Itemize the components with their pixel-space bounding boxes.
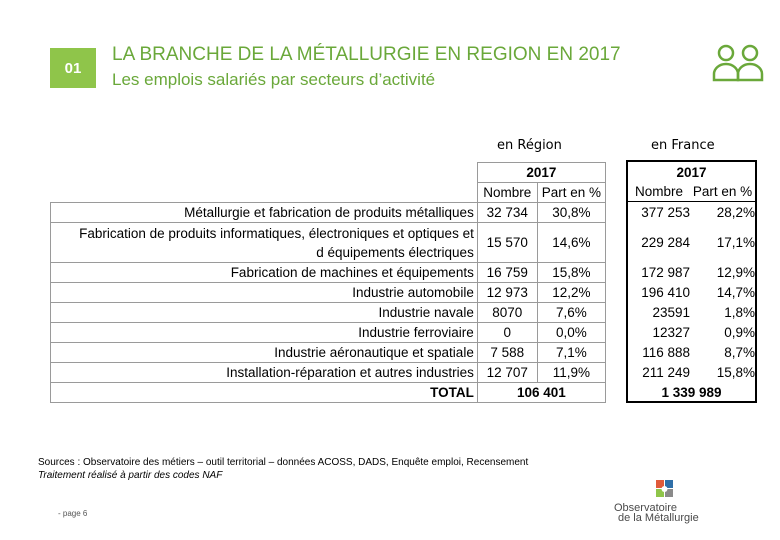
treatment-line: Traitement réalisé à partir des codes NA… (38, 470, 223, 481)
region-share: 12,2% (536, 282, 607, 303)
region-year: 2017 (476, 162, 607, 183)
france-col-share: Part en % (692, 184, 753, 199)
france-count: 377 253 (641, 204, 690, 220)
france-header-row: Nombre Part en % (628, 182, 755, 202)
region-column-label: en Région (497, 138, 562, 153)
page-title: LA BRANCHE DE LA MÉTALLURGIE EN REGION E… (112, 44, 621, 65)
observatoire-logo (656, 480, 673, 497)
france-share: 1,8% (724, 304, 755, 320)
table-row: Industrie navale 8070 7,6% (50, 302, 607, 323)
logo-line1: Observatoire (614, 502, 677, 514)
region-share: 7,1% (536, 342, 607, 363)
section-number-badge: 01 (50, 48, 96, 88)
logo-line2: de la Métallurgie (618, 512, 699, 524)
france-year: 2017 (676, 164, 707, 180)
sector-label: Métallurgie et fabrication de produits m… (50, 202, 478, 223)
region-share: 15,8% (536, 262, 607, 283)
table-row: 23591 1,8% (628, 302, 755, 322)
table-row: 196 410 14,7% (628, 282, 755, 302)
france-column-label: en France (651, 138, 715, 153)
sector-label-line2: d équipements électriques (316, 244, 474, 260)
france-count: 12327 (652, 324, 690, 340)
region-share: 7,6% (536, 302, 607, 323)
sector-label: Industrie aéronautique et spatiale (50, 342, 478, 363)
page-number: - page 6 (58, 509, 88, 518)
table-row: 377 253 28,2% (628, 202, 755, 222)
region-share: 11,9% (536, 362, 607, 383)
region-count: 32 734 (476, 202, 538, 223)
france-count: 229 284 (641, 234, 690, 250)
total-label: TOTAL (50, 382, 478, 403)
france-share: 8,7% (724, 344, 755, 360)
region-col-share: Part en % (536, 182, 607, 203)
region-count: 7 588 (476, 342, 538, 363)
sector-label: Industrie automobile (50, 282, 478, 303)
table-total-row: TOTAL 106 401 (50, 382, 607, 403)
france-share: 28,2% (716, 204, 755, 220)
table-row: Industrie ferroviaire 0 0,0% (50, 322, 607, 343)
table-row: Industrie automobile 12 973 12,2% (50, 282, 607, 303)
region-count: 0 (476, 322, 538, 343)
france-count: 172 987 (641, 264, 690, 280)
sector-label-line1: Fabrication de produits informatiques, é… (79, 225, 474, 241)
region-share: 14,6% (536, 222, 607, 263)
sector-label: Industrie navale (50, 302, 478, 323)
logo-text: Observatoire de la Métallurgie (614, 502, 699, 524)
table-row: Industrie aéronautique et spatiale 7 588… (50, 342, 607, 363)
france-count: 116 888 (642, 344, 690, 360)
france-share: 12,9% (716, 264, 755, 280)
sector-label: Industrie ferroviaire (50, 322, 478, 343)
region-share: 0,0% (536, 322, 607, 343)
page-subtitle: Les emplois salariés par secteurs d’acti… (112, 70, 436, 89)
france-count: 196 410 (641, 284, 690, 300)
table-row: 12327 0,9% (628, 322, 755, 342)
france-share: 15,8% (716, 364, 755, 380)
region-count: 12 973 (476, 282, 538, 303)
france-count: 211 249 (642, 364, 690, 380)
region-total: 106 401 (476, 382, 607, 403)
sector-label: Fabrication de machines et équipements (50, 262, 478, 283)
table-row: Installation-réparation et autres indust… (50, 362, 607, 383)
france-share: 14,7% (716, 284, 755, 300)
region-count: 15 570 (476, 222, 538, 263)
table-header-row: Nombre Part en % (51, 182, 607, 203)
france-share: 0,9% (724, 324, 755, 340)
region-table: 2017 Nombre Part en % Métallurgie et fab… (50, 162, 607, 403)
table-year-row: 2017 (51, 162, 607, 183)
sector-label: Fabrication de produits informatiques, é… (50, 222, 478, 263)
region-share: 30,8% (536, 202, 607, 223)
france-col-count: Nombre (634, 184, 683, 199)
sources-note: Sources : Observatoire des métiers – out… (38, 456, 528, 482)
region-count: 8070 (476, 302, 538, 323)
table-row: 211 249 15,8% (628, 362, 755, 382)
region-count: 12 707 (476, 362, 538, 383)
france-count: 23591 (652, 304, 690, 320)
region-col-count: Nombre (476, 182, 538, 203)
table-row: 229 284 17,1% (628, 222, 755, 262)
table-row: Fabrication de produits informatiques, é… (50, 222, 607, 263)
table-row: Métallurgie et fabrication de produits m… (50, 202, 607, 223)
people-icon (712, 44, 764, 82)
table-row: Fabrication de machines et équipements 1… (50, 262, 607, 283)
sources-line: Sources : Observatoire des métiers – out… (38, 457, 529, 468)
france-share: 17,1% (716, 234, 755, 250)
france-total: 1 339 989 (661, 384, 722, 400)
sector-label: Installation-réparation et autres indust… (50, 362, 478, 383)
region-count: 16 759 (476, 262, 538, 283)
france-table: 2017 Nombre Part en % 377 253 28,2% 229 2… (626, 160, 757, 403)
table-row: 116 888 8,7% (628, 342, 755, 362)
table-row: 172 987 12,9% (628, 262, 755, 282)
